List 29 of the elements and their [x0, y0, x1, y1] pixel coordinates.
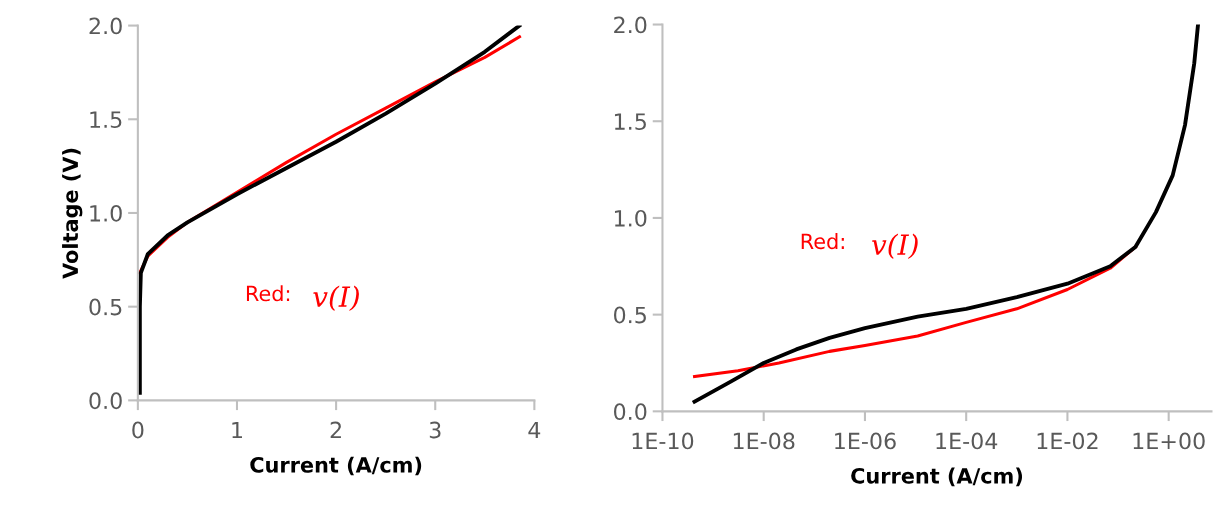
x-tick-label: 2	[330, 421, 341, 439]
x-axis-title: Current (A/cm)	[851, 467, 1023, 487]
annotation: v(I)	[313, 285, 359, 311]
y-tick-label: 0.0	[89, 392, 122, 410]
annotation: Red:	[801, 233, 844, 250]
x-tick-label: 1E-04	[936, 432, 998, 450]
y-tick-label: 0.0	[614, 403, 647, 421]
x-tick-label: 1E-06	[835, 432, 896, 450]
x-tick-label: 1E-10	[632, 432, 694, 450]
annotation: Red:	[246, 285, 290, 302]
y-tick-label: 1.5	[614, 113, 646, 130]
x-tick-label: 1E+00	[1133, 432, 1205, 450]
y-tick-label: 1.0	[90, 204, 122, 222]
annotation: v(I)	[872, 233, 918, 260]
x-tick-label: 1E-08	[733, 432, 795, 450]
x-tick-label: 3	[429, 421, 441, 439]
x-tick-label: 4	[528, 421, 541, 439]
y-tick-label: 2.0	[614, 16, 647, 34]
x-tick-label: 0	[132, 421, 144, 439]
x-tick-label: 1	[232, 421, 242, 439]
y-axis-title: Voltage (V)	[62, 148, 83, 279]
x-axis-title: Current (A/cm)	[250, 456, 422, 476]
x-tick-label: 1E-02	[1037, 432, 1098, 450]
line-series	[137, 25, 522, 395]
y-tick-label: 1.5	[90, 111, 122, 129]
y-tick-label: 0.5	[89, 298, 122, 316]
y-tick-label: 1.0	[614, 209, 647, 227]
y-tick-label: 0.5	[614, 306, 646, 324]
y-tick-label: 2.0	[89, 17, 122, 35]
